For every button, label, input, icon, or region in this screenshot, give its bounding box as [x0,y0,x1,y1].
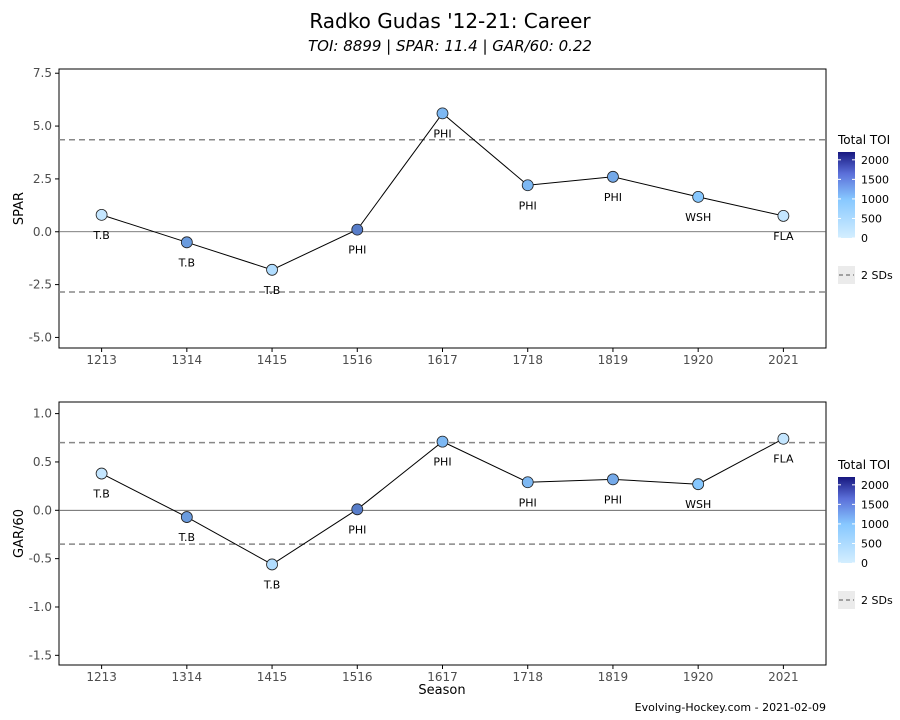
data-point [777,209,790,222]
team-label: T.B [92,488,109,501]
y-tick-label: 7.5 [33,66,52,80]
legend-spar: Total TOI 2000 1500 1000 500 0 2 SDs [837,133,893,284]
team-label: WSH [685,498,711,511]
team-label: PHI [433,127,451,140]
x-tick-label: 2021 [768,353,799,367]
data-point [436,107,449,120]
footer-credit: Evolving-Hockey.com - 2021-02-09 [635,701,826,714]
data-point [607,170,619,183]
y-tick-label: -5.0 [29,330,52,344]
y-tick-label: -0.5 [29,552,52,566]
x-tick-label: 1314 [172,353,203,367]
chart-title: Radko Gudas '12-21: Career [309,9,591,33]
data-point [95,208,108,221]
data-point [180,236,193,249]
y-tick-label: 0.0 [33,503,52,517]
data-point [692,190,705,203]
team-label: FLA [773,230,794,243]
x-tick-label: 1516 [342,353,373,367]
data-point [266,263,278,276]
data-point [266,558,278,571]
y-axis-label: GAR/60 [12,509,27,558]
team-label: PHI [348,523,366,536]
data-point [521,179,534,192]
data-point [180,511,193,523]
x-tick-label: 1819 [598,670,629,684]
team-label: FLA [773,453,794,466]
team-label: PHI [604,191,622,204]
x-tick-label: 1920 [683,670,714,684]
y-tick-label: -1.5 [29,648,52,662]
data-point [777,432,790,445]
team-label: T.B [178,531,195,544]
y-tick-label: -1.0 [29,600,52,614]
data-point [692,478,705,491]
legend-tick-label: 1000 [861,518,889,531]
legend-tick-label: 2000 [861,479,889,492]
data-point [351,223,364,236]
team-label: T.B [263,284,280,297]
gar60-panel: 1.0 0.5 0.0 -0.5 -1.0 -1.5 1213 1314 1415 1516 161… [12,401,827,684]
x-tick-label: 2021 [768,670,799,684]
legend-toi-title: Total TOI [837,133,890,147]
team-label: T.B [263,578,280,591]
x-tick-label: 1415 [257,353,288,367]
legend-tick-label: 1500 [861,173,889,186]
data-point [521,476,534,489]
data-point [436,435,449,448]
legend-sd-label: 2 SDs [861,269,893,282]
legend-tick-label: 1500 [861,498,889,511]
y-tick-label: 1.0 [33,407,52,421]
data-point [95,467,108,480]
x-tick-label: 1314 [172,670,203,684]
y-tick-label: -2.5 [29,278,52,292]
data-point [351,503,364,516]
team-label: PHI [604,493,622,506]
y-tick-label: 2.5 [33,172,52,186]
x-tick-label: 1213 [86,670,117,684]
x-tick-label: 1617 [427,670,458,684]
team-label: PHI [519,199,537,212]
team-label: PHI [433,456,451,469]
x-tick-label: 1718 [512,670,543,684]
y-tick-label: 0.5 [33,455,52,469]
legend-tick-label: 500 [861,212,882,225]
x-tick-label: 1516 [342,670,373,684]
legend-tick-label: 0 [861,232,868,245]
x-tick-label: 1617 [427,353,458,367]
legend-toi-title: Total TOI [837,458,890,472]
team-label: PHI [348,244,366,257]
team-label: T.B [92,229,109,242]
x-tick-label: 1213 [86,353,117,367]
x-axis-label: Season [418,683,465,698]
y-tick-label: 0.0 [33,225,52,239]
chart-subtitle: TOI: 8899 | SPAR: 11.4 | GAR/60: 0.22 [308,37,592,55]
x-tick-label: 1819 [598,353,629,367]
data-point [607,473,619,486]
y-tick-label: 5.0 [33,119,52,133]
legend-tick-label: 2000 [861,154,889,167]
team-label: WSH [685,211,711,224]
legend-sd-label: 2 SDs [861,594,893,607]
x-tick-label: 1718 [512,353,543,367]
team-label: PHI [519,496,537,509]
x-tick-label: 1415 [257,670,288,684]
team-label: T.B [178,256,195,269]
legend-gar60: Total TOI 2000 1500 1000 500 0 2 SDs [837,458,893,609]
legend-tick-label: 500 [861,537,882,550]
legend-tick-label: 1000 [861,193,889,206]
y-axis-label: SPAR [12,192,27,225]
legend-tick-label: 0 [861,557,868,570]
legend-colorbar [838,152,855,238]
legend-colorbar [838,477,855,563]
spar-panel: 7.5 5.0 2.5 0.0 -2.5 -5.0 1213 1314 1415 1516 1617… [12,66,827,367]
x-tick-label: 1920 [683,353,714,367]
